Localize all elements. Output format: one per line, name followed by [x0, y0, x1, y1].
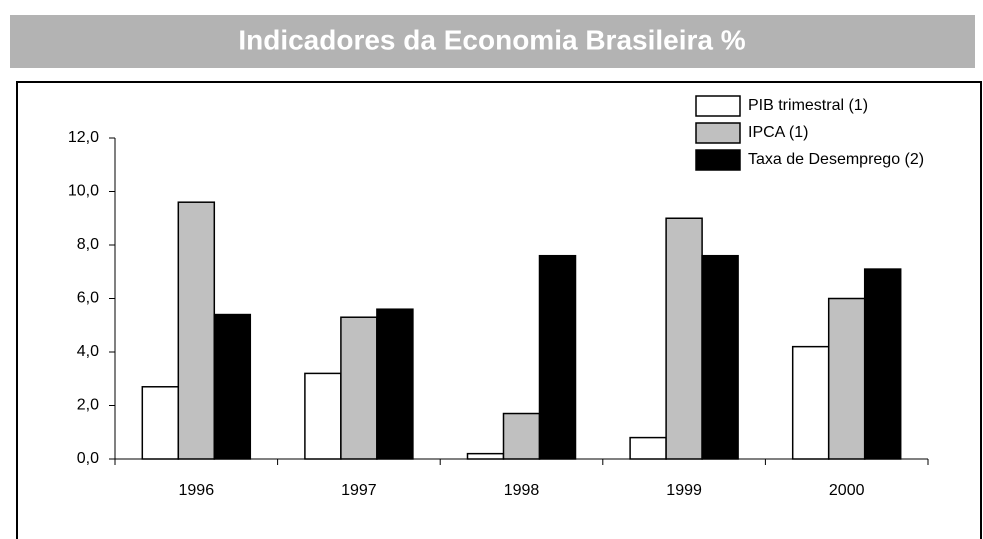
bar: [141, 386, 180, 460]
chart-frame: [16, 81, 982, 539]
bar: [376, 308, 414, 460]
y-tick-label: 8,0: [77, 236, 99, 253]
bar: [213, 313, 252, 460]
x-tick-label: 2000: [829, 482, 865, 499]
bar: [502, 412, 541, 460]
bar: [701, 254, 739, 460]
bar: [340, 316, 378, 460]
chart-title: Indicadores da Economia Brasileira %: [238, 24, 745, 55]
bar: [665, 217, 703, 460]
title-banner: [10, 15, 975, 68]
y-tick-label: 6,0: [77, 290, 99, 307]
bar: [791, 345, 830, 460]
legend-label: Taxa de Desemprego (2): [748, 151, 924, 168]
y-tick-label: 0,0: [77, 450, 99, 467]
x-tick-label: 1997: [341, 482, 377, 499]
x-tick-label: 1998: [504, 482, 540, 499]
x-tick-label: 1996: [179, 482, 215, 499]
legend-swatch: [695, 149, 741, 171]
x-tick-label: 1999: [666, 482, 702, 499]
y-tick-label: 2,0: [77, 397, 99, 414]
bar: [629, 436, 667, 460]
bar: [177, 201, 216, 460]
bar: [538, 254, 577, 460]
bar: [827, 297, 866, 460]
bar: [863, 268, 902, 460]
bar: [304, 372, 342, 460]
y-tick-label: 10,0: [68, 183, 99, 200]
legend-swatch: [695, 122, 741, 144]
y-tick-label: 4,0: [77, 343, 99, 360]
bar: [466, 452, 505, 460]
legend-label: PIB trimestral (1): [748, 97, 868, 114]
legend-swatch: [695, 95, 741, 117]
y-tick-label: 12,0: [68, 129, 99, 146]
legend-label: IPCA (1): [748, 124, 808, 141]
